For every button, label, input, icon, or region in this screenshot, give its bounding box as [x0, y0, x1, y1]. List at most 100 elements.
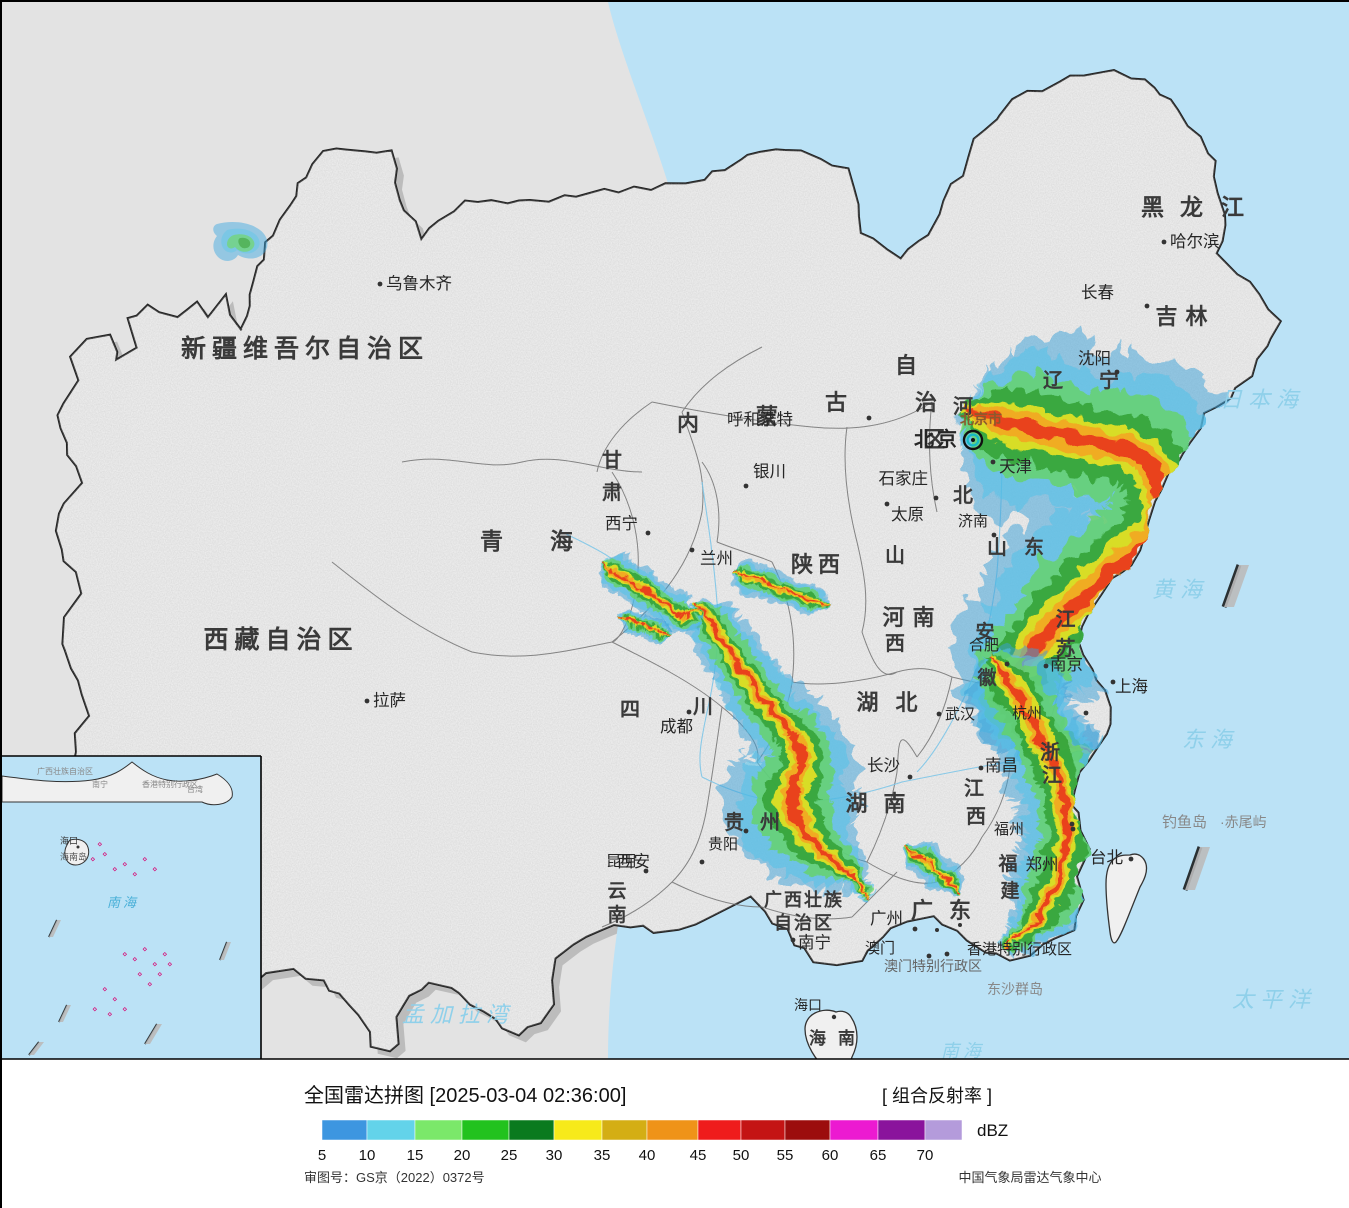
- svg-text:乌鲁木齐: 乌鲁木齐: [386, 274, 452, 293]
- svg-text:50: 50: [733, 1147, 750, 1164]
- svg-text:中国气象局雷达气象中心: 中国气象局雷达气象中心: [958, 1170, 1101, 1185]
- svg-text:广: 广: [911, 898, 939, 923]
- svg-text:⋄: ⋄: [92, 1004, 98, 1014]
- svg-text:川: 川: [692, 696, 713, 718]
- svg-text:西藏自治区: 西藏自治区: [203, 625, 358, 654]
- svg-text:澳门: 澳门: [865, 940, 895, 957]
- svg-text:吉: 吉: [1155, 304, 1182, 329]
- svg-text:澳门特别行政区: 澳门特别行政区: [884, 958, 982, 974]
- svg-text:北: 北: [895, 690, 922, 715]
- svg-text:武汉: 武汉: [945, 706, 975, 723]
- svg-text:长春: 长春: [1081, 283, 1114, 302]
- svg-text:龙: 龙: [1180, 194, 1210, 220]
- svg-text:陕西: 陕西: [791, 552, 845, 577]
- svg-text:⋄: ⋄: [152, 864, 158, 874]
- svg-text:银川: 银川: [753, 462, 786, 481]
- svg-text:治: 治: [915, 390, 943, 415]
- svg-text:25: 25: [501, 1147, 518, 1164]
- svg-text:江: 江: [1042, 764, 1062, 787]
- svg-text:西宁: 西宁: [605, 514, 638, 533]
- svg-text:20: 20: [454, 1147, 471, 1164]
- svg-text:⋄: ⋄: [102, 849, 108, 859]
- svg-text:贵阳: 贵阳: [708, 836, 738, 853]
- svg-text:合肥: 合肥: [969, 637, 999, 654]
- svg-text:⋄: ⋄: [142, 944, 148, 954]
- svg-text:审图号：GS京（2022）0372号: 审图号：GS京（2022）0372号: [304, 1170, 485, 1185]
- svg-text:自: 自: [895, 353, 923, 378]
- svg-text:⋄: ⋄: [122, 949, 128, 959]
- svg-text:南京: 南京: [1050, 655, 1083, 674]
- svg-text:北京市: 北京市: [960, 411, 1002, 427]
- svg-text:⋄: ⋄: [162, 949, 168, 959]
- svg-text:州: 州: [760, 811, 780, 834]
- svg-text:南: 南: [607, 904, 626, 926]
- svg-text:辽: 辽: [1043, 369, 1067, 392]
- svg-text:广西壮族: 广西壮族: [764, 889, 844, 910]
- svg-text:云: 云: [607, 881, 626, 902]
- svg-text:⋄: ⋄: [102, 984, 108, 994]
- svg-text:南昌: 南昌: [985, 756, 1018, 775]
- svg-text:东: 东: [949, 898, 977, 923]
- svg-text:昆明: 昆明: [606, 853, 636, 870]
- svg-text:南: 南: [883, 791, 910, 816]
- svg-text:林: 林: [1185, 304, 1212, 329]
- svg-text:黄海: 黄海: [1152, 577, 1208, 602]
- svg-text:10: 10: [359, 1147, 376, 1164]
- svg-text:石家庄: 石家庄: [879, 469, 929, 488]
- svg-text:⋄: ⋄: [152, 959, 158, 969]
- svg-text:65: 65: [870, 1147, 887, 1164]
- svg-text:海口: 海口: [60, 835, 78, 846]
- svg-text:江: 江: [1221, 194, 1251, 220]
- svg-text:四: 四: [620, 699, 640, 721]
- svg-text:广州: 广州: [870, 909, 903, 928]
- svg-text:沈阳: 沈阳: [1078, 349, 1111, 368]
- svg-text:全国雷达拼图 [2025-03-04 02:36:00]: 全国雷达拼图 [2025-03-04 02:36:00]: [304, 1084, 626, 1107]
- svg-text:55: 55: [777, 1147, 794, 1164]
- svg-text:甘: 甘: [602, 449, 622, 472]
- svg-text:⋄: ⋄: [107, 1009, 113, 1019]
- svg-text:日本海: 日本海: [1220, 387, 1304, 412]
- svg-text:河: 河: [882, 605, 909, 630]
- svg-text:5: 5: [318, 1147, 326, 1164]
- svg-text:贵: 贵: [724, 811, 744, 834]
- svg-text:新疆维吾尔自治区: 新疆维吾尔自治区: [181, 334, 429, 363]
- svg-text:⋄: ⋄: [90, 854, 96, 864]
- svg-text:江: 江: [964, 777, 988, 800]
- svg-text:呼和浩特: 呼和浩特: [727, 410, 793, 429]
- svg-text:西: 西: [885, 633, 909, 655]
- svg-text:南宁: 南宁: [798, 933, 831, 952]
- svg-text:东沙群岛: 东沙群岛: [987, 981, 1043, 997]
- svg-text:成都: 成都: [660, 717, 693, 736]
- svg-text:香港特别行政区: 香港特别行政区: [967, 941, 1072, 958]
- svg-text:福州: 福州: [994, 821, 1024, 838]
- svg-text:杭州: 杭州: [1012, 705, 1042, 722]
- svg-text:[ 组合反射率 ]: [ 组合反射率 ]: [882, 1086, 992, 1106]
- svg-text:西: 西: [966, 806, 986, 828]
- svg-text:40: 40: [639, 1147, 656, 1164]
- svg-text:建: 建: [1000, 879, 1019, 902]
- svg-text:太平洋: 太平洋: [1232, 987, 1316, 1012]
- svg-text:拉萨: 拉萨: [373, 691, 406, 710]
- svg-text:⋄: ⋄: [112, 994, 118, 1004]
- svg-text:哈尔滨: 哈尔滨: [1170, 232, 1220, 251]
- svg-text:黑: 黑: [1141, 194, 1171, 220]
- svg-text:台湾: 台湾: [187, 784, 203, 794]
- svg-text:江: 江: [1056, 608, 1079, 631]
- svg-text:内: 内: [677, 411, 705, 436]
- svg-text:⋄: ⋄: [132, 954, 138, 964]
- svg-text:湖: 湖: [845, 791, 872, 816]
- svg-text:海南岛: 海南岛: [60, 851, 87, 862]
- svg-text:70: 70: [917, 1147, 934, 1164]
- svg-text:山: 山: [987, 536, 1011, 559]
- svg-text:南海: 南海: [941, 1041, 985, 1061]
- svg-text:湖: 湖: [856, 690, 883, 715]
- svg-text:⋄: ⋄: [132, 869, 138, 879]
- svg-text:广西壮族自治区: 广西壮族自治区: [37, 766, 93, 776]
- svg-text:天津: 天津: [999, 457, 1032, 476]
- svg-text:南海: 南海: [107, 895, 139, 910]
- svg-text:45: 45: [690, 1147, 707, 1164]
- svg-text:⋄: ⋄: [167, 959, 173, 969]
- svg-text:南: 南: [912, 605, 939, 630]
- svg-text:郑州: 郑州: [1026, 855, 1059, 874]
- svg-text:太原: 太原: [891, 505, 924, 524]
